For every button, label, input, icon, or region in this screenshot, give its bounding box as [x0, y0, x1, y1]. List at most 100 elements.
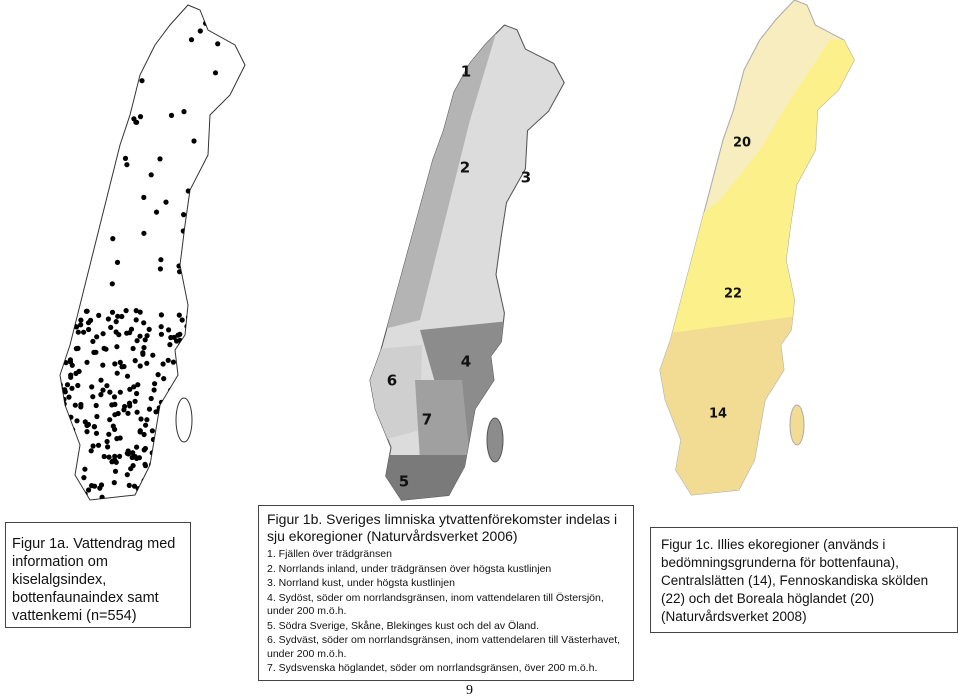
site-dot [104, 438, 110, 445]
site-dot [185, 228, 191, 234]
site-dot [124, 472, 130, 478]
site-dot [186, 326, 192, 332]
site-dot [66, 394, 72, 400]
site-dot [98, 377, 104, 383]
site-dot [109, 459, 115, 465]
site-dot [84, 429, 90, 435]
site-dot [132, 358, 138, 364]
site-dot [131, 116, 137, 122]
site-dot [155, 372, 161, 378]
site-dot [181, 459, 187, 465]
site-dot [151, 387, 157, 393]
site-dot [73, 370, 79, 376]
site-dot [133, 317, 139, 323]
site-dot [134, 455, 140, 461]
site-dot [110, 236, 116, 242]
caption-title: Figur 1b. Sveriges limniska ytvattenföre… [267, 511, 618, 544]
site-dot [67, 357, 73, 363]
site-dot [114, 370, 120, 376]
site-dot [106, 431, 112, 437]
site-dot [150, 352, 156, 358]
site-dot [84, 308, 90, 314]
site-dot [168, 112, 175, 118]
site-dot [119, 313, 125, 320]
site-dot [92, 483, 98, 489]
site-dot [152, 381, 158, 387]
site-dot [137, 309, 143, 315]
site-dot [130, 450, 136, 456]
site-dot [176, 472, 182, 478]
legend-item: 3. Norrland kust, under högsta kustlinje… [267, 577, 455, 589]
site-dot [132, 9, 138, 15]
site-dot [60, 413, 65, 419]
site-dot [153, 409, 159, 415]
site-dot [130, 78, 136, 84]
site-dot [174, 437, 180, 443]
site-dot [72, 482, 78, 488]
site-dot [112, 468, 119, 474]
site-dot [133, 308, 139, 314]
site-dot [123, 308, 129, 314]
site-dot [105, 444, 111, 450]
site-dot [151, 465, 157, 471]
site-dot [69, 385, 75, 391]
site-dot [212, 70, 219, 76]
site-dot [109, 402, 115, 408]
site-dot [96, 312, 102, 318]
site-dot [94, 413, 100, 420]
site-dot [166, 492, 172, 498]
site-dot [90, 338, 96, 344]
site-dot [138, 416, 144, 422]
site-dot [159, 450, 165, 456]
legend-item: 4. Sydöst, söder om norrlandsgränsen, in… [267, 591, 604, 618]
site-dot [141, 194, 147, 200]
site-dot [86, 487, 92, 493]
site-dot [158, 324, 164, 330]
site-dot [113, 329, 119, 335]
site-dot [161, 376, 167, 382]
site-dot [187, 453, 193, 459]
site-dot [66, 445, 72, 451]
site-dot [168, 480, 174, 486]
site-dot [69, 362, 75, 368]
site-dot [149, 464, 156, 471]
site-dot [99, 494, 105, 500]
site-dot [67, 307, 73, 313]
site-dot [149, 428, 155, 434]
site-dot [101, 453, 107, 460]
site-dot [126, 482, 132, 488]
site-dot [148, 172, 154, 178]
site-dot [61, 420, 67, 426]
site-dot [127, 386, 133, 392]
site-dot [168, 387, 174, 393]
map-b [369, 24, 565, 501]
site-dot [113, 319, 119, 325]
site-dot [141, 447, 147, 453]
site-dot [176, 471, 182, 477]
site-dot [164, 487, 171, 493]
site-dot [121, 363, 127, 370]
site-dot [106, 454, 112, 460]
site-dot [186, 492, 192, 498]
site-dot [117, 389, 123, 395]
site-dot [144, 417, 150, 423]
site-dot [116, 99, 122, 105]
site-dot [166, 445, 172, 451]
site-dot [181, 109, 187, 115]
map-label: 4 [461, 353, 471, 371]
site-dot [64, 307, 70, 313]
site-dot [60, 489, 65, 495]
site-dot [135, 382, 141, 388]
site-dot [173, 462, 179, 468]
site-dot [119, 79, 125, 85]
site-dot [200, 274, 206, 280]
site-dot [62, 389, 68, 395]
site-dot [177, 269, 183, 275]
legend-item: 5. Södra Sverige, Skåne, Blekinges kust … [267, 619, 539, 632]
site-dot [150, 478, 157, 484]
map-label: 7 [422, 411, 432, 429]
site-dot [177, 331, 183, 337]
site-dot [188, 389, 194, 395]
site-dot [180, 228, 186, 234]
site-dot [191, 138, 197, 144]
